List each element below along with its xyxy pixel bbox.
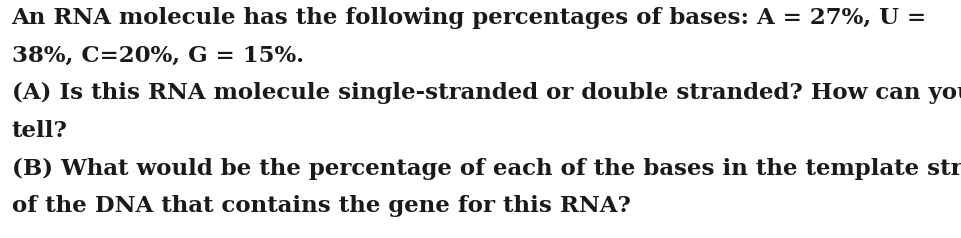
Text: tell?: tell? (12, 120, 67, 142)
Text: (B) What would be the percentage of each of the bases in the template strand: (B) What would be the percentage of each… (12, 158, 961, 180)
Text: An RNA molecule has the following percentages of bases: A = 27%, U =: An RNA molecule has the following percen… (12, 7, 925, 29)
Text: (A) Is this RNA molecule single-stranded or double stranded? How can you: (A) Is this RNA molecule single-stranded… (12, 82, 961, 104)
Text: 38%, C=20%, G = 15%.: 38%, C=20%, G = 15%. (12, 45, 304, 67)
Text: of the DNA that contains the gene for this RNA?: of the DNA that contains the gene for th… (12, 195, 629, 217)
